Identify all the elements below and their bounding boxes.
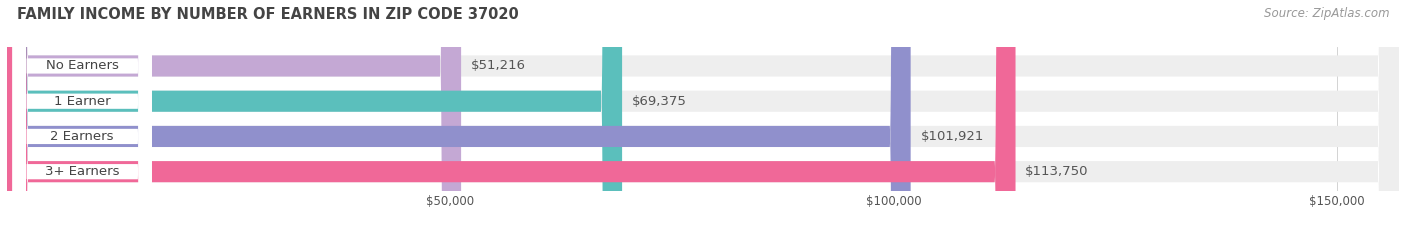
Text: $113,750: $113,750 [1025,165,1088,178]
Text: 1 Earner: 1 Earner [53,95,111,108]
Text: FAMILY INCOME BY NUMBER OF EARNERS IN ZIP CODE 37020: FAMILY INCOME BY NUMBER OF EARNERS IN ZI… [17,7,519,22]
Text: 2 Earners: 2 Earners [51,130,114,143]
Text: $101,921: $101,921 [921,130,984,143]
FancyBboxPatch shape [7,0,1399,233]
Text: No Earners: No Earners [46,59,118,72]
FancyBboxPatch shape [7,0,1399,233]
FancyBboxPatch shape [13,0,152,233]
FancyBboxPatch shape [13,0,152,233]
Text: $51,216: $51,216 [471,59,526,72]
Text: Source: ZipAtlas.com: Source: ZipAtlas.com [1264,7,1389,20]
FancyBboxPatch shape [7,0,621,233]
FancyBboxPatch shape [13,0,152,233]
FancyBboxPatch shape [7,0,1399,233]
FancyBboxPatch shape [13,0,152,233]
FancyBboxPatch shape [7,0,1015,233]
FancyBboxPatch shape [7,0,911,233]
Text: $69,375: $69,375 [631,95,686,108]
FancyBboxPatch shape [7,0,461,233]
Text: 3+ Earners: 3+ Earners [45,165,120,178]
FancyBboxPatch shape [7,0,1399,233]
